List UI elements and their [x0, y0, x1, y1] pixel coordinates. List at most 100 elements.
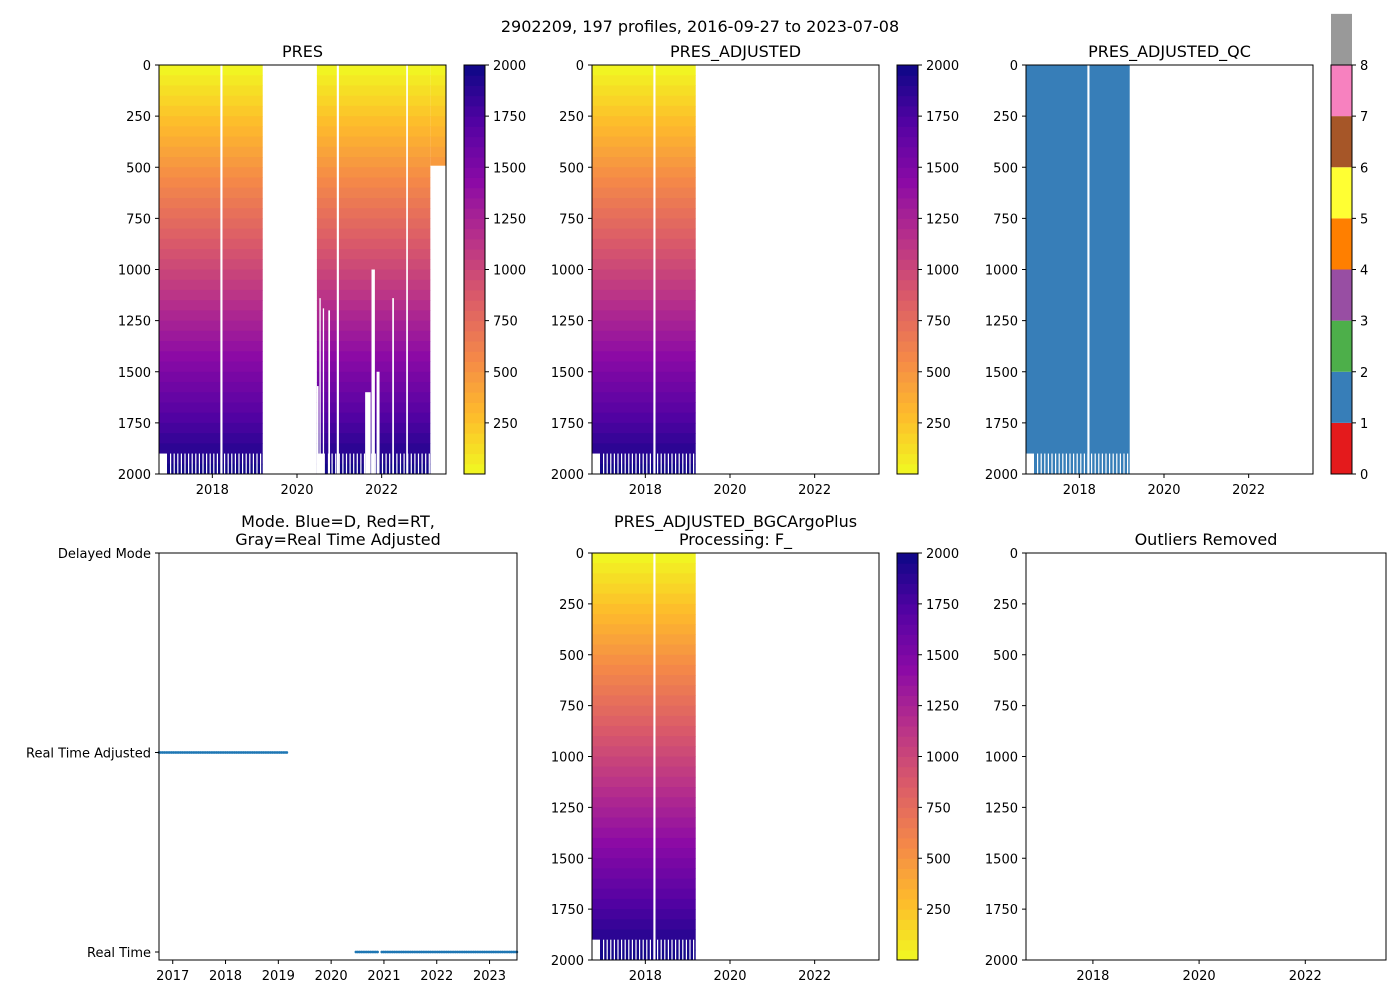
pres_adjusted_qc-colorbar-tick-label: 3 [1360, 315, 1368, 330]
pres-bottom-gap [396, 453, 398, 474]
pres_adjusted_qc-xtick-label: 2022 [1232, 483, 1265, 498]
pres-bottom-gap [335, 453, 337, 474]
pres_adjusted_bgc-bottom-gap [592, 939, 600, 960]
pres-depth-cell [159, 136, 263, 148]
pres_adjusted_qc-ytick-label: 0 [1010, 59, 1018, 74]
pres_adjusted-colorbar-segment [897, 95, 918, 107]
pres-colorbar-segment [464, 269, 485, 281]
mode-xtick-label: 2023 [473, 969, 506, 984]
pres_adjusted_bgc-colorbar-segment [897, 756, 918, 768]
pres_adjusted-bottom-gap [606, 453, 608, 474]
pres_adjusted_bgc-depth-cell [592, 929, 696, 941]
pres_adjusted_qc-bottom-gap [1098, 453, 1100, 474]
pres_adjusted_bgc-bottom-gap [642, 939, 644, 960]
pres-missing-profile [220, 65, 223, 474]
pres_adjusted_bgc-colorbar-tick-label: 500 [926, 852, 951, 867]
outliers-ytick-label: 500 [993, 649, 1018, 664]
pres_adjusted_qc-ytick-label: 1000 [985, 264, 1018, 279]
outliers-ytick-label: 1250 [985, 801, 1018, 816]
pres-depth-cell [159, 412, 263, 424]
pres-bottom-gap [213, 453, 215, 474]
pres_adjusted_bgc-colorbar-segment [897, 787, 918, 798]
pres-bottom-gap [188, 453, 190, 474]
pres_adjusted-depth-cell [592, 126, 696, 138]
pres_adjusted_qc-ytick-label: 750 [993, 212, 1018, 227]
pres_adjusted_bgc-depth-cell [592, 787, 696, 798]
pres_adjusted-colorbar-segment [897, 341, 918, 352]
pres_adjusted_bgc-depth-cell [592, 553, 696, 564]
pres_adjusted_bgc-colorbar-segment [897, 949, 918, 961]
pres-depth-cell [316, 75, 431, 86]
pres_adjusted-bottom-gap [635, 453, 637, 474]
pres_adjusted_qc-colorbar-tick-label: 5 [1360, 212, 1368, 227]
pres_adjusted-colorbar-tick-label: 500 [926, 366, 951, 381]
pres_adjusted_qc-colorbar-tick-label: 8 [1360, 59, 1368, 74]
pres-colorbar-segment [464, 330, 485, 342]
pres_adjusted_qc-bottom-gap [1044, 453, 1046, 474]
pres-depth-cell [159, 126, 263, 138]
outliers-ytick-label: 250 [993, 598, 1018, 613]
pres-depth-cell [316, 177, 431, 189]
pres_adjusted-depth-cell [592, 289, 696, 301]
pres_adjusted_qc-ytick-label: 1500 [985, 366, 1018, 381]
pres-depth-cell [159, 351, 263, 363]
pres_adjusted_bgc-colorbar-segment [897, 715, 918, 727]
pres-colorbar-segment [464, 289, 485, 301]
pres-depth-cell [159, 463, 263, 475]
pres_adjusted-colorbar-segment [897, 136, 918, 148]
pres_adjusted_bgc-title-line: PRES_ADJUSTED_BGCArgoPlus [614, 512, 857, 532]
pres-depth-cell [159, 228, 263, 240]
pres-depth-cell [159, 65, 263, 76]
pres_adjusted-colorbar-segment [897, 259, 918, 270]
figure-title: 2902209, 197 profiles, 2016-09-27 to 202… [501, 17, 899, 36]
pres_adjusted_qc-bottom-gap [1026, 453, 1034, 474]
pres_adjusted-ytick-label: 1500 [551, 366, 584, 381]
pres_adjusted_bgc-depth-cell [592, 939, 696, 951]
pres_adjusted-colorbar-segment [897, 300, 918, 311]
pres-colorbar-segment [464, 218, 485, 230]
pres_adjusted-colorbar-segment [897, 310, 918, 322]
pres_adjusted-colorbar-segment [897, 422, 918, 434]
pres_adjusted_bgc-title-line: Processing: F_ [679, 530, 793, 550]
pres-depth-cell [159, 453, 263, 465]
pres-depth-cell [430, 136, 446, 148]
pres-heatmap [159, 65, 446, 475]
pres_adjusted_qc-bottom-gap [1112, 453, 1114, 474]
outliers-xtick-label: 2018 [1076, 969, 1109, 984]
pres_adjusted-depth-cell [592, 238, 696, 250]
pres_adjusted-colorbar-segment [897, 443, 918, 455]
pres-bottom-gap [316, 453, 325, 474]
pres_adjusted-colorbar-segment [897, 116, 918, 127]
pres_adjusted-bottom-gap [675, 453, 677, 474]
pres_adjusted_qc-bottom-gap [1040, 453, 1042, 474]
pres-depth-cell [159, 238, 263, 250]
pres_adjusted-bottom-gap [628, 453, 630, 474]
pres_adjusted_bgc-depth-cell [592, 705, 696, 717]
pres_adjusted_bgc-ytick-label: 0 [576, 547, 584, 562]
pres_adjusted-depth-cell [592, 371, 696, 383]
pres_adjusted_bgc-bottom-gap [653, 939, 655, 960]
pres-bottom-gap [231, 453, 233, 474]
pres_adjusted_bgc-ytick-label: 1500 [551, 852, 584, 867]
pres_adjusted-depth-cell [592, 228, 696, 240]
pres_adjusted-depth-cell [592, 146, 696, 158]
pres_adjusted_bgc-bottom-gap [639, 939, 641, 960]
pres_adjusted_bgc-depth-cell [592, 949, 696, 961]
pres-bottom-gap [353, 453, 355, 474]
pres-depth-cell [316, 136, 431, 148]
pres_adjusted-ytick-label: 250 [559, 110, 584, 125]
pres-depth-cell [159, 392, 263, 403]
pres_adjusted_bgc-colorbar-segment [897, 563, 918, 574]
pres_adjusted-colorbar-segment [897, 402, 918, 414]
pres_adjusted_bgc-colorbar-segment [897, 593, 918, 605]
pres_adjusted-depth-cell [592, 330, 696, 342]
pres-depth-cell [159, 330, 263, 342]
pres-colorbar-segment [464, 361, 485, 373]
pres-bottom-gap [198, 453, 200, 474]
pres_adjusted-bottom-gap [621, 453, 623, 474]
pres_adjusted-colorbar-tick-label: 1000 [926, 264, 959, 279]
pres-colorbar-segment [464, 167, 485, 178]
pres-depth-cell [159, 310, 263, 322]
pres_adjusted_bgc-colorbar-segment [897, 766, 918, 778]
pres-bottom-gap [180, 453, 182, 474]
